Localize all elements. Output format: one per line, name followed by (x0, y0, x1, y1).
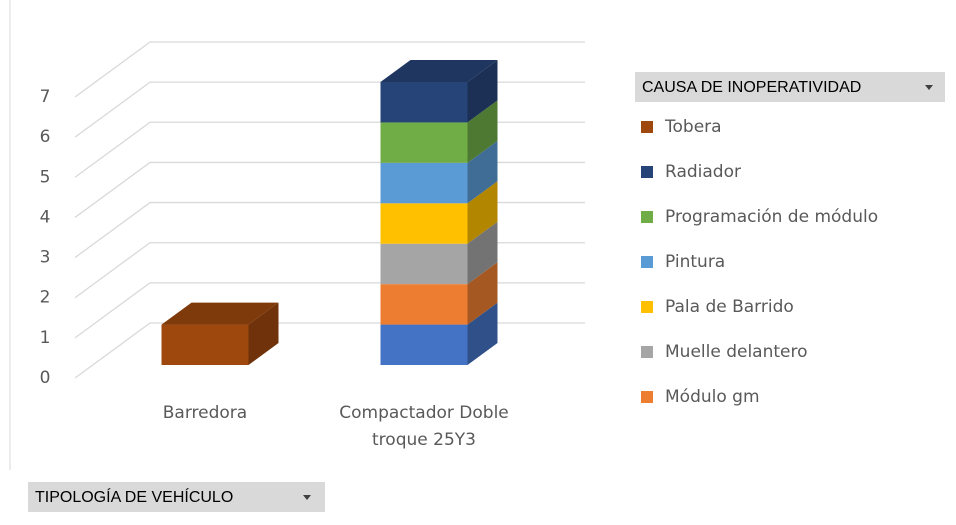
legend-swatch (641, 301, 653, 313)
y-tick-label: 4 (40, 207, 51, 227)
legend-swatch (641, 256, 653, 268)
bar-side (467, 221, 498, 285)
x-tick-label: troque 25Y3 (372, 430, 476, 450)
bar-front (380, 162, 468, 204)
bar-front (380, 122, 468, 163)
bar-side (248, 302, 279, 365)
legend-label: Tobera (664, 117, 722, 137)
bar-front (380, 243, 468, 285)
bar-front (380, 324, 468, 365)
bar-side (467, 302, 498, 365)
legend-label: Muelle delantero (665, 342, 808, 362)
y-tick-label: 6 (40, 127, 51, 147)
dropdown-arrow (925, 85, 933, 90)
legend-label: Pintura (665, 252, 725, 272)
bar-front (380, 82, 468, 123)
bar-top (380, 60, 498, 82)
bar-front (161, 324, 249, 365)
legend-label: Módulo gm (665, 387, 760, 407)
bar-front (380, 284, 468, 325)
bar-side (467, 140, 498, 204)
legend-filter-button[interactable] (635, 72, 945, 102)
legend-label: Programación de módulo (665, 207, 878, 227)
bar-side (467, 60, 498, 123)
bar-top (161, 302, 279, 325)
y-tick-label: 5 (40, 167, 51, 187)
grid-line (74, 41, 585, 98)
y-tick-label: 0 (40, 368, 51, 388)
legend-title: CAUSA DE INOPERATIVIDAD (642, 79, 861, 96)
x-tick-label: Barredora (163, 403, 247, 423)
bar-side (467, 262, 498, 325)
legend-swatch (641, 166, 653, 178)
bar-side (467, 181, 498, 244)
dropdown-arrow (303, 495, 311, 500)
y-tick-label: 2 (40, 288, 51, 308)
legend-swatch (641, 121, 653, 133)
bar-side (467, 100, 498, 163)
x-tick-label: Compactador Doble (339, 403, 509, 423)
legend-label: Pala de Barrido (665, 297, 794, 317)
axis-filter-label: TIPOLOGÍA DE VEHÍCULO (35, 487, 233, 506)
legend-swatch (641, 211, 653, 223)
axis-filter-button[interactable] (28, 482, 325, 512)
bar-front (380, 203, 468, 244)
legend-label: Radiador (665, 162, 741, 182)
y-tick-label: 3 (40, 248, 51, 268)
y-tick-label: 7 (40, 87, 51, 107)
legend-swatch (641, 391, 653, 403)
y-tick-label: 1 (40, 328, 51, 348)
legend-swatch (641, 346, 653, 358)
